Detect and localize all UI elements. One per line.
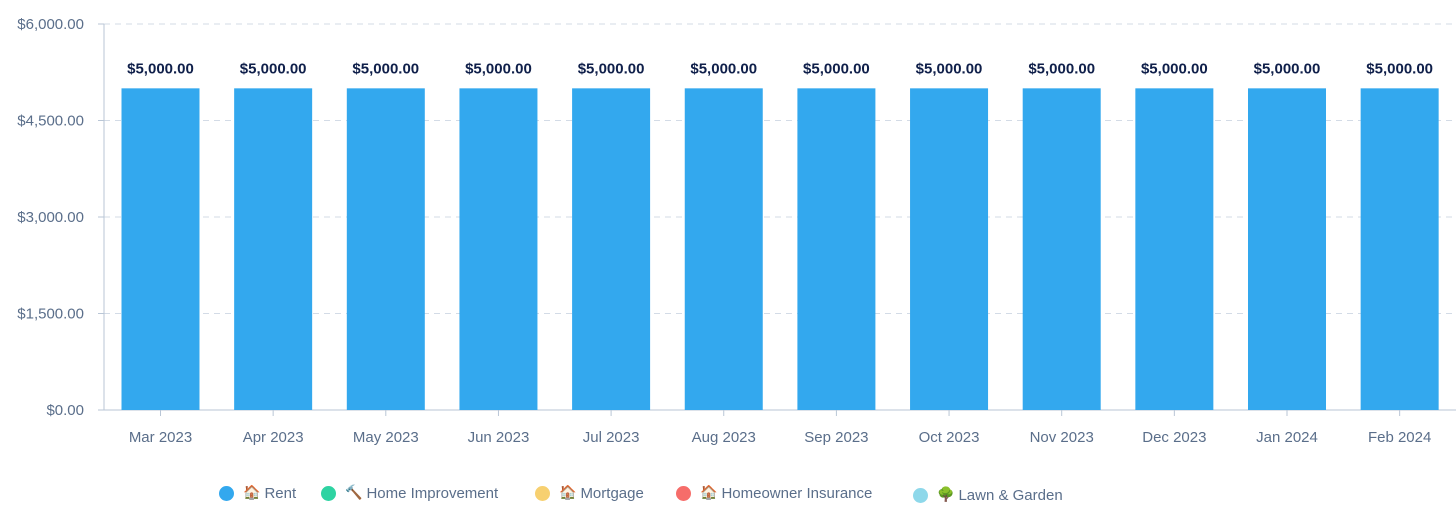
legend-item-lawn-garden[interactable]: 🌳 Lawn & Garden (913, 484, 1063, 506)
bar (572, 88, 651, 410)
house-icon: 🏠 (700, 485, 718, 501)
y-tick-label: $3,000.00 (17, 209, 84, 226)
data-label: $5,000.00 (690, 60, 757, 77)
data-label: $5,000.00 (803, 60, 870, 77)
legend-label-mortgage: Mortgage (580, 484, 644, 502)
y-tick-label: $0.00 (46, 402, 84, 419)
legend-label-homeowner-insurance: Homeowner Insurance (721, 484, 873, 502)
bar (684, 88, 763, 410)
y-tick-label: $6,000.00 (17, 16, 84, 33)
x-tick-label: Jun 2023 (468, 429, 530, 446)
x-tick-label: Jul 2023 (583, 429, 640, 446)
data-label: $5,000.00 (127, 60, 194, 77)
x-axis-ticks: Mar 2023 Apr 2023 May 2023 Jun 2023 Jul 2023… (129, 410, 1431, 446)
tree-icon: 🌳 (937, 487, 955, 503)
y-tick-label: $1,500.00 (17, 306, 84, 323)
bar (1022, 88, 1101, 410)
data-label: $5,000.00 (465, 60, 532, 77)
bar (234, 88, 313, 410)
legend-dot-lawn-garden (913, 487, 928, 503)
y-axis-ticks: $0.00 $1,500.00 $3,000.00 $4,500.00 $6,000.0… (17, 16, 104, 419)
x-tick-label: Nov 2023 (1030, 429, 1094, 446)
bar (121, 88, 200, 410)
data-label: $5,000.00 (1141, 60, 1208, 77)
gridlines (104, 23, 1456, 314)
data-label: $5,000.00 (1366, 60, 1433, 77)
x-tick-label: May 2023 (353, 429, 419, 446)
legend-label-rent: Rent (264, 484, 297, 502)
house-icon: 🏠 (559, 485, 577, 501)
legend: 🏠 Rent 🔨 Home Improvement 🏠 Mortgage 🏠 H… (0, 482, 1456, 508)
data-label: $5,000.00 (916, 60, 983, 77)
legend-dot-rent (219, 485, 234, 501)
bar (1248, 88, 1326, 410)
x-tick-label: Sep 2023 (804, 429, 868, 446)
bar (797, 88, 876, 410)
bar (459, 88, 538, 410)
data-label: $5,000.00 (578, 60, 645, 77)
x-tick-label: Dec 2023 (1142, 429, 1206, 446)
x-tick-label: Aug 2023 (692, 429, 756, 446)
data-label: $5,000.00 (240, 60, 307, 77)
legend-item-mortgage[interactable]: 🏠 Mortgage (535, 482, 644, 504)
legend-item-rent[interactable]: 🏠 Rent (219, 482, 296, 504)
hammer-icon: 🔨 (345, 485, 363, 501)
legend-item-home-improvement[interactable]: 🔨 Home Improvement (321, 482, 498, 504)
bar-chart: $0.00 $1,500.00 $3,000.00 $4,500.00 $6,000.0… (17, 16, 1456, 446)
y-tick-label: $4,500.00 (17, 113, 84, 130)
data-labels: $5,000.00 $5,000.00 $5,000.00 $5,000.00 $5,0… (127, 60, 1433, 77)
x-tick-label: Oct 2023 (919, 429, 980, 446)
bar (1135, 88, 1214, 410)
legend-item-homeowner-insurance[interactable]: 🏠 Homeowner Insurance (676, 482, 872, 504)
x-tick-label: Mar 2023 (129, 429, 192, 446)
bar (1360, 88, 1439, 410)
x-tick-label: Apr 2023 (243, 429, 304, 446)
bars (121, 88, 1439, 410)
data-label: $5,000.00 (1254, 60, 1321, 77)
house-icon: 🏠 (243, 485, 261, 501)
bar (910, 88, 989, 410)
legend-label-home-improvement: Home Improvement (366, 484, 499, 502)
axes (103, 24, 1456, 411)
legend-dot-homeowner-insurance (676, 485, 691, 501)
data-label: $5,000.00 (1028, 60, 1095, 77)
legend-label-lawn-garden: Lawn & Garden (958, 486, 1063, 504)
legend-dot-mortgage (535, 485, 550, 501)
bar (346, 88, 425, 410)
legend-dot-home-improvement (321, 485, 336, 501)
data-label: $5,000.00 (352, 60, 419, 77)
x-tick-label: Feb 2024 (1368, 429, 1431, 446)
x-tick-label: Jan 2024 (1256, 429, 1318, 446)
